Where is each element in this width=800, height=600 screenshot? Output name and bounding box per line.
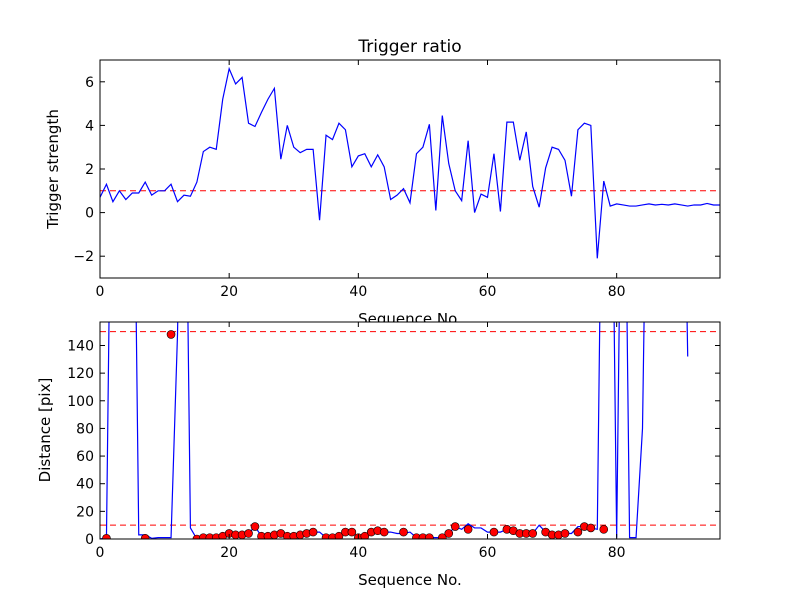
marker-point [244, 529, 253, 538]
x-tick-label: 40 [349, 284, 367, 300]
top-plot-area: 0 20 40 60 80 −2 0 2 4 6 [73, 59, 721, 300]
y-tick-label: 2 [85, 162, 94, 178]
marker-point [334, 531, 344, 539]
y-tick-label: 20 [76, 504, 94, 520]
trigger-ratio-chart: Trigger ratio Trigger strength Sequence … [44, 37, 721, 328]
y-tick-label: 60 [76, 449, 94, 465]
y-tick-label: 0 [85, 206, 94, 222]
marker-point [192, 534, 202, 539]
top-y-axis-label: Trigger strength [44, 109, 62, 230]
marker-point [425, 533, 434, 539]
marker-point [444, 529, 454, 538]
x-tick-label: 20 [220, 284, 238, 300]
y-tick-label: 120 [67, 366, 94, 382]
chart-title: Trigger ratio [357, 37, 461, 57]
bottom-y-axis-label: Distance [pix] [36, 378, 54, 483]
marker-point [599, 525, 609, 534]
distance-chart: Distance [pix] Sequence No. 0 20 40 60 80 0 20… [36, 321, 721, 589]
x-tick-label: 0 [96, 284, 105, 300]
plot-frame [99, 321, 721, 540]
x-tick-label: 80 [608, 284, 626, 300]
marker-point [489, 527, 499, 537]
marker-point [586, 523, 596, 533]
y-tick-label: 0 [85, 532, 94, 548]
marker-point [102, 534, 111, 539]
x-tick-label: 0 [96, 545, 105, 561]
marker-point [308, 527, 318, 537]
marker-point [360, 531, 370, 539]
plot-background [100, 60, 720, 278]
bottom-plot-area: 0 20 40 60 80 0 20 40 60 80 100 120 140 [67, 321, 721, 561]
marker-point [573, 527, 583, 537]
x-tick-label: 60 [479, 284, 497, 300]
y-tick-label: 4 [85, 118, 94, 134]
marker-point [140, 534, 150, 539]
y-tick-label: 80 [76, 421, 94, 437]
bottom-x-axis-label: Sequence No. [358, 571, 462, 589]
marker-point [437, 533, 447, 539]
series-line [100, 66, 720, 259]
marker-point [528, 529, 538, 538]
y-tick-label: 6 [85, 75, 94, 91]
y-tick-label: 40 [76, 477, 94, 493]
x-tick-label: 60 [479, 545, 497, 561]
x-tick-label: 20 [220, 545, 238, 561]
marker-point [399, 527, 408, 537]
x-tick-label: 80 [608, 545, 626, 561]
y-tick-label: 100 [67, 394, 94, 410]
marker-point [463, 525, 473, 534]
marker-point [379, 527, 389, 537]
marker-point [250, 522, 260, 531]
x-tick-label: 40 [349, 545, 367, 561]
marker-point [560, 529, 570, 538]
y-tick-label: −2 [73, 249, 94, 265]
marker-point [347, 527, 357, 537]
marker-point [166, 330, 176, 339]
marker-point [450, 522, 460, 531]
y-tick-label: 140 [67, 338, 94, 354]
